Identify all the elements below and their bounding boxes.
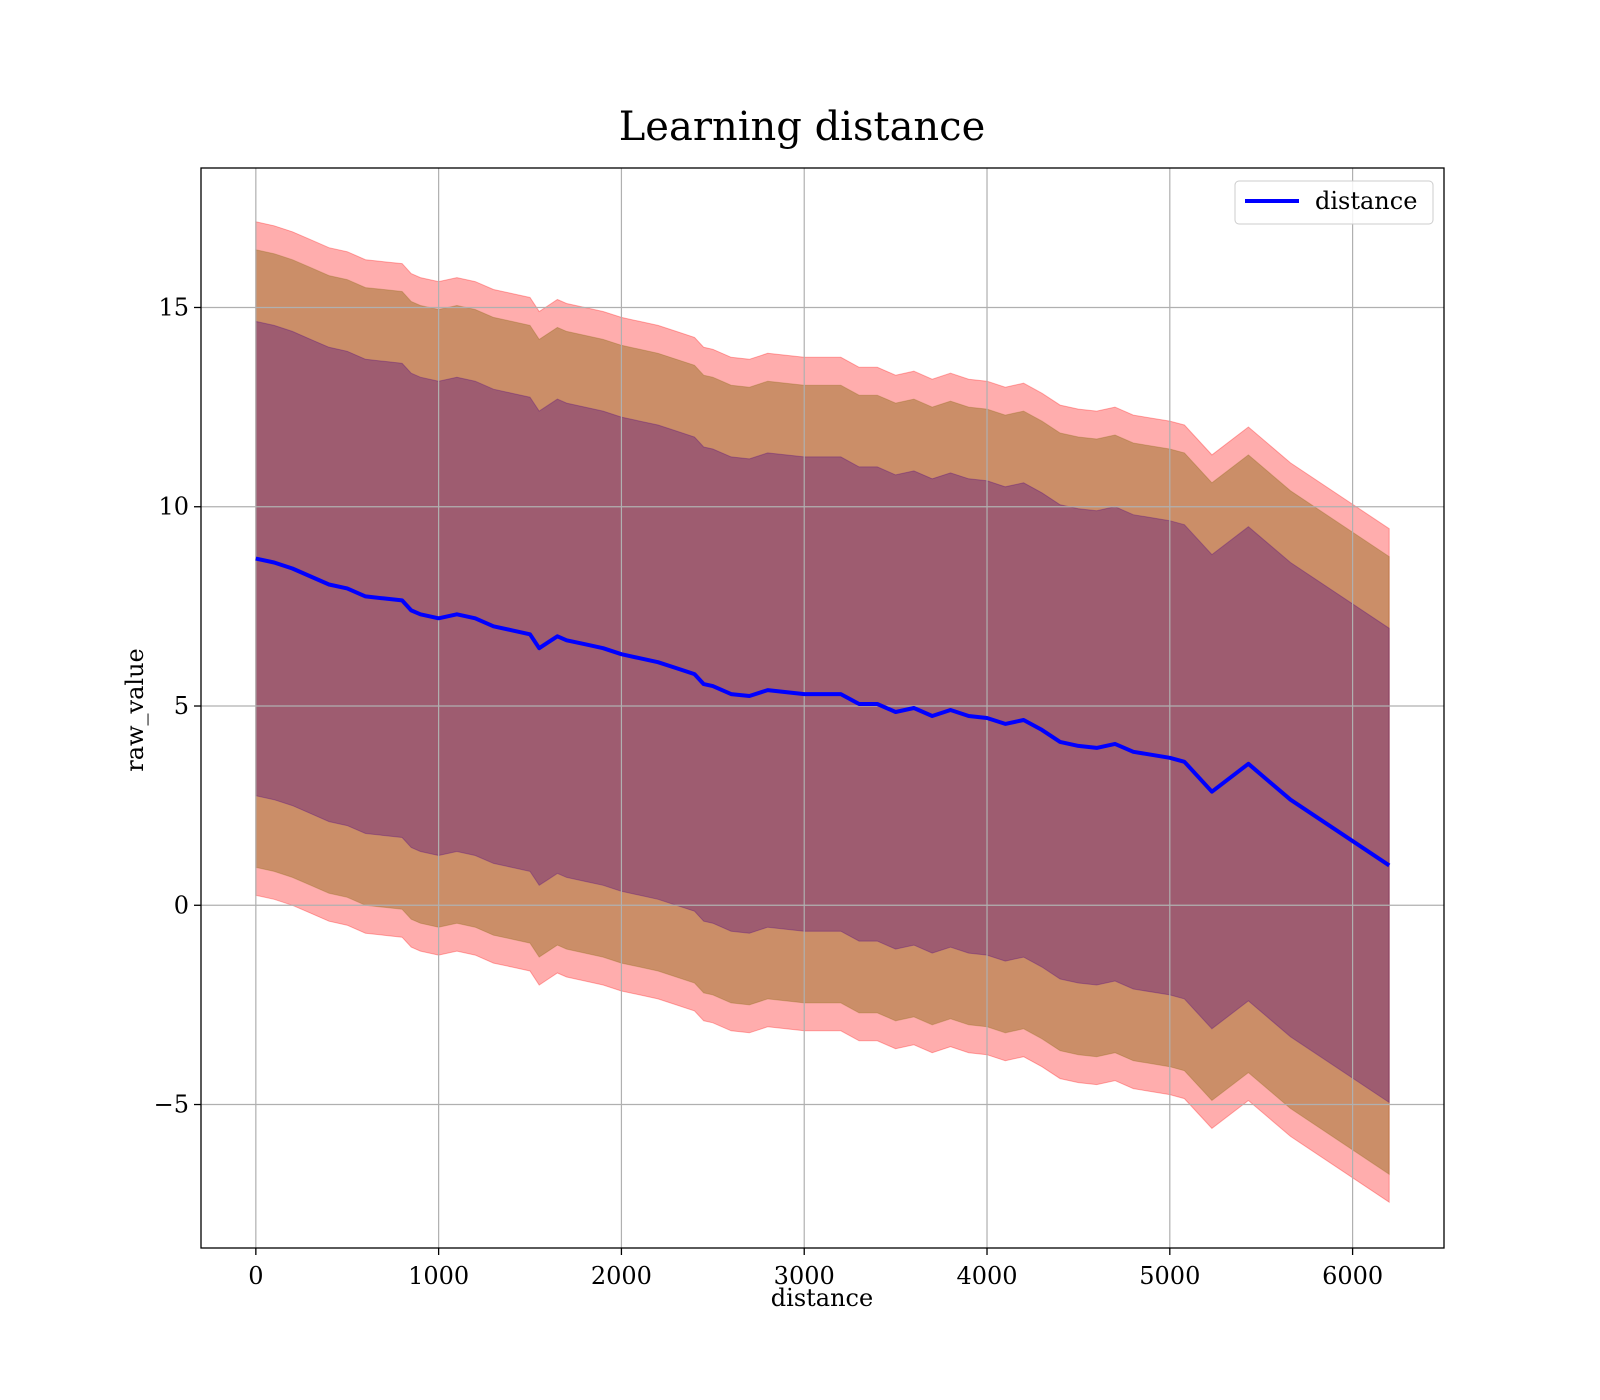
- y-tick-label: 5: [174, 692, 189, 720]
- chart-title: Learning distance: [619, 104, 986, 150]
- y-tick-label: 10: [158, 493, 189, 521]
- y-tick-label: 0: [174, 891, 189, 919]
- x-tick-label: 4000: [956, 1262, 1017, 1290]
- legend: distance: [1234, 180, 1434, 225]
- y-tick-label: 15: [158, 293, 189, 321]
- legend-box: [1234, 180, 1434, 225]
- x-axis-ticks: 0 1000 2000 3000 4000 5000 6000: [248, 1248, 1383, 1290]
- x-tick-label: 6000: [1322, 1262, 1383, 1290]
- legend-label-distance: distance: [1315, 187, 1417, 215]
- y-axis-ticks: −5 0 5 10 15: [154, 293, 201, 1119]
- x-tick-label: 5000: [1139, 1262, 1200, 1290]
- x-tick-label: 0: [248, 1262, 263, 1290]
- y-tick-label: −5: [154, 1091, 189, 1119]
- band-2-sigma: [255, 249, 1390, 1176]
- confidence-bands: [255, 221, 1390, 1204]
- y-axis-label: raw_value: [121, 648, 149, 772]
- series-line-distance: [255, 556, 1391, 868]
- plot-frame: [200, 167, 1445, 1249]
- x-axis-label: distance: [771, 1284, 873, 1312]
- plot-background: [201, 168, 1444, 1248]
- x-tick-label: 2000: [591, 1262, 652, 1290]
- band-3-sigma: [255, 221, 1390, 1204]
- x-tick-label: 1000: [408, 1262, 469, 1290]
- grid-lines: [201, 168, 1444, 1248]
- band-1-sigma: [255, 320, 1390, 1104]
- x-tick-label: 3000: [774, 1262, 835, 1290]
